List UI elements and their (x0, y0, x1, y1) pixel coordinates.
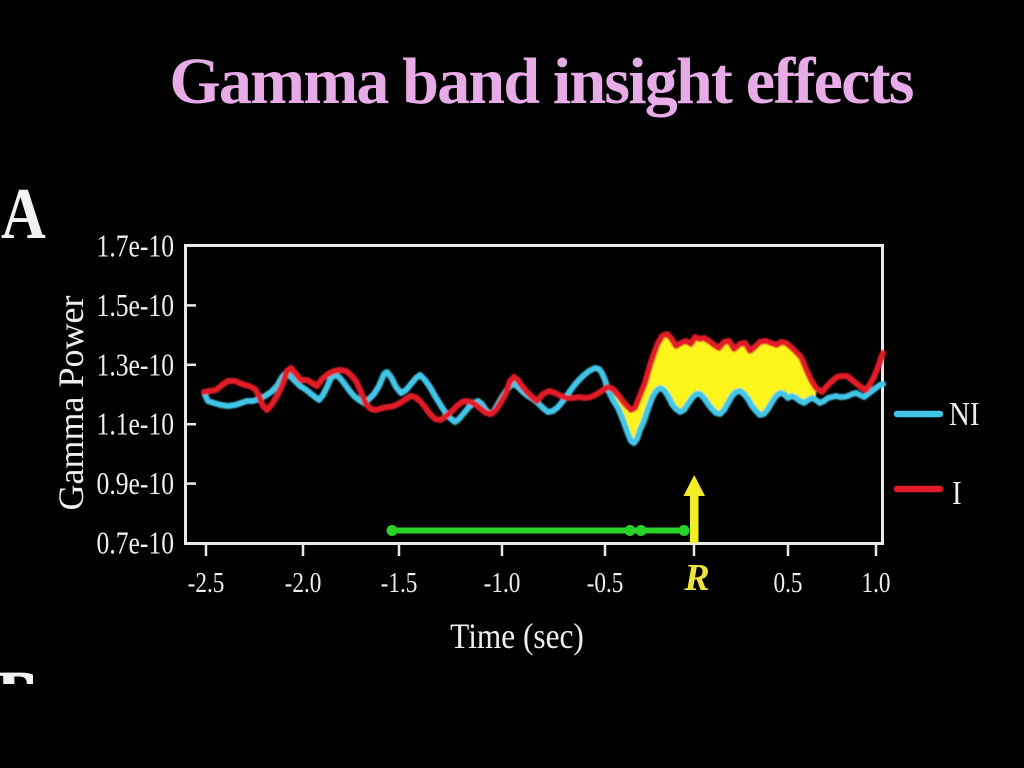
svg-text:1.5e-10: 1.5e-10 (97, 288, 174, 323)
svg-text:-2.5: -2.5 (188, 567, 225, 599)
svg-text:-1.0: -1.0 (484, 567, 521, 599)
svg-text:0.7e-10: 0.7e-10 (97, 526, 174, 561)
svg-text:0.9e-10: 0.9e-10 (97, 466, 174, 501)
svg-text:NI: NI (949, 395, 979, 433)
svg-text:Time (sec): Time (sec) (450, 617, 584, 656)
svg-text:A: A (1, 173, 46, 254)
svg-text:1.7e-10: 1.7e-10 (97, 229, 174, 264)
svg-text:1.1e-10: 1.1e-10 (97, 407, 174, 442)
svg-text:R: R (683, 557, 709, 599)
svg-text:-0.5: -0.5 (587, 567, 624, 599)
svg-text:B: B (0, 656, 44, 736)
svg-text:1.3e-10: 1.3e-10 (97, 348, 174, 383)
svg-text:Gamma band insight effects: Gamma band insight effects (169, 45, 913, 118)
svg-text:-2.0: -2.0 (285, 567, 322, 599)
svg-text:1.0: 1.0 (862, 567, 891, 599)
svg-text:I: I (952, 474, 962, 512)
svg-text:-1.5: -1.5 (381, 567, 418, 599)
svg-text:Gamma Power: Gamma Power (51, 296, 91, 511)
svg-text:0.5: 0.5 (774, 567, 803, 599)
